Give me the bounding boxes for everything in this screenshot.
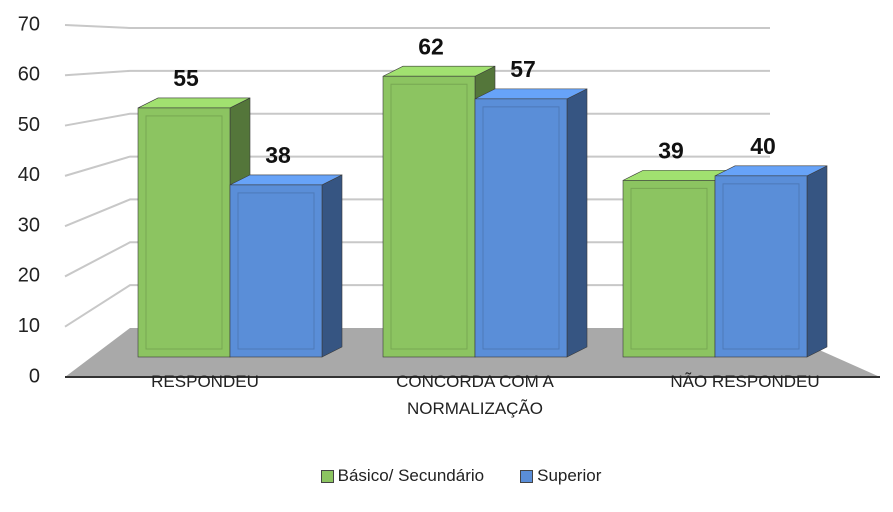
legend-item: Superior <box>520 466 601 486</box>
legend-item: Básico/ Secundário <box>320 466 485 486</box>
data-label: 55 <box>173 65 199 91</box>
bar <box>714 165 828 358</box>
y-tick-label: 50 <box>18 114 40 136</box>
y-tick-label: 60 <box>18 64 40 86</box>
bar-front <box>622 180 716 358</box>
bar-inner <box>482 106 560 350</box>
bar-front <box>137 107 231 358</box>
y-tick-label: 20 <box>18 265 40 287</box>
bar-side <box>806 165 828 358</box>
bar-inner <box>390 83 468 350</box>
x-tick-label: NÃO RESPONDEU <box>670 372 820 391</box>
bar-side <box>321 174 343 358</box>
bar-top <box>137 97 251 109</box>
bar-top <box>474 88 588 100</box>
y-tick-label: 70 <box>18 13 40 35</box>
bar-inner <box>237 192 315 350</box>
legend-label: Superior <box>537 466 602 485</box>
data-label: 39 <box>658 137 684 163</box>
bar-top <box>382 65 496 77</box>
bar <box>229 174 343 358</box>
legend-label: Básico/ Secundário <box>337 466 485 485</box>
bar-inner <box>145 115 223 350</box>
bar-front <box>382 75 476 358</box>
bar-front <box>474 98 568 358</box>
bar-inner <box>630 187 708 350</box>
grid-line <box>64 69 770 77</box>
bar-front <box>229 184 323 358</box>
x-tick-label: CONCORDA COM A NORMALIZAÇÃO <box>396 372 554 418</box>
legend-swatch <box>320 469 334 483</box>
legend-swatch <box>520 469 534 483</box>
bar-inner <box>722 183 800 350</box>
bar-front <box>714 175 808 358</box>
bar-side <box>566 88 588 358</box>
data-label: 57 <box>510 56 536 82</box>
y-tick-label: 0 <box>29 365 40 387</box>
bar-top <box>714 165 828 177</box>
data-label: 38 <box>265 142 291 168</box>
grid-line <box>64 24 770 29</box>
data-label: 40 <box>750 133 776 159</box>
legend: Básico/ Secundário Superior <box>245 442 677 510</box>
bar-top <box>229 174 343 186</box>
x-tick-label: RESPONDEU <box>151 372 259 391</box>
y-tick-label: 10 <box>18 315 40 337</box>
data-label: 62 <box>418 33 444 59</box>
bar <box>474 88 588 358</box>
y-tick-label: 30 <box>18 214 40 236</box>
y-tick-label: 40 <box>18 164 40 186</box>
